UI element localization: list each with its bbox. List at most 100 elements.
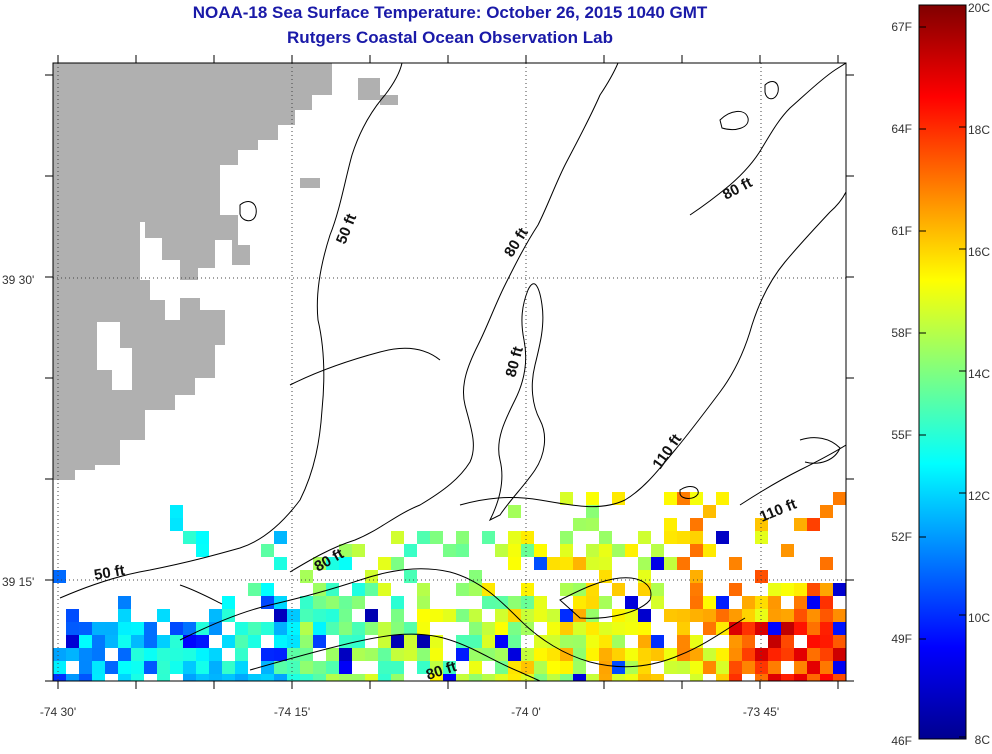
sst-pixel	[612, 635, 625, 648]
sst-pixel	[521, 609, 534, 622]
sst-pixel	[807, 661, 820, 674]
sst-pixel	[612, 648, 625, 661]
sst-pixel	[573, 674, 586, 681]
sst-pixel	[417, 609, 430, 622]
sst-pixel	[287, 635, 300, 648]
sst-pixel	[326, 596, 339, 609]
sst-pixel	[625, 661, 638, 674]
sst-pixel	[404, 648, 417, 661]
sst-pixel	[79, 661, 92, 674]
sst-pixel	[690, 674, 703, 681]
contour-110ft	[459, 191, 846, 508]
sst-pixel	[261, 661, 274, 674]
sst-pixel	[716, 492, 729, 505]
contour-south	[179, 568, 746, 668]
sst-pixel	[820, 596, 833, 609]
sst-pixel	[521, 622, 534, 635]
sst-pixel	[183, 635, 196, 648]
sst-pixel	[300, 570, 313, 583]
sst-pixel	[339, 609, 352, 622]
sst-pixel	[742, 648, 755, 661]
sst-pixel	[417, 622, 430, 635]
sst-pixel	[833, 622, 846, 635]
sst-pixel	[521, 544, 534, 557]
sst-pixel	[560, 583, 573, 596]
sst-pixel	[443, 661, 456, 674]
sst-pixel	[131, 622, 144, 635]
sst-pixel	[807, 635, 820, 648]
sst-pixel	[560, 674, 573, 681]
sst-pixel	[287, 609, 300, 622]
sst-pixel	[690, 596, 703, 609]
sst-pixel	[417, 596, 430, 609]
sst-pixel	[625, 674, 638, 681]
sst-pixel	[235, 622, 248, 635]
sst-pixel	[508, 648, 521, 661]
sst-pixel	[651, 583, 664, 596]
sst-pixel	[729, 583, 742, 596]
sst-pixel	[781, 583, 794, 596]
sst-pixel	[261, 596, 274, 609]
sst-pixel	[118, 674, 131, 681]
sst-pixel	[417, 648, 430, 661]
contour-80ft-west	[289, 63, 619, 573]
sst-pixel	[352, 674, 365, 681]
sst-pixel	[495, 661, 508, 674]
sst-pixel	[768, 622, 781, 635]
sst-pixel	[469, 570, 482, 583]
colorbar-f-label: 52F	[891, 530, 912, 544]
sst-pixel	[703, 609, 716, 622]
sst-pixel	[729, 609, 742, 622]
sst-pixel	[287, 622, 300, 635]
sst-pixel	[352, 648, 365, 661]
sst-pixel	[274, 635, 287, 648]
x-tick-label: -73 45'	[743, 705, 779, 719]
colorbar-c-label: 8C	[975, 733, 991, 747]
sst-pixel	[612, 583, 625, 596]
sst-pixel	[690, 648, 703, 661]
sst-pixel	[287, 674, 300, 681]
sst-pixel	[573, 622, 586, 635]
sst-pixel	[352, 583, 365, 596]
sst-pixel	[521, 648, 534, 661]
sst-pixel	[560, 609, 573, 622]
sst-pixel	[300, 622, 313, 635]
sst-pixel	[313, 674, 326, 681]
sst-pixel	[482, 635, 495, 648]
sst-pixel	[261, 674, 274, 681]
sst-pixel	[417, 635, 430, 648]
sst-pixel	[716, 674, 729, 681]
sst-pixel	[209, 674, 222, 681]
map-title: NOAA-18 Sea Surface Temperature: October…	[192, 3, 708, 22]
contour-south2	[249, 633, 541, 681]
sst-pixel	[521, 531, 534, 544]
sst-pixel	[794, 596, 807, 609]
sst-pixel	[300, 635, 313, 648]
sst-pixel	[183, 531, 196, 544]
land-inlet	[97, 322, 132, 390]
sst-pixel	[534, 557, 547, 570]
sst-pixel	[729, 635, 742, 648]
sst-pixel	[560, 661, 573, 674]
sst-pixel	[430, 661, 443, 674]
sst-pixel	[365, 622, 378, 635]
sst-pixel	[547, 648, 560, 661]
sst-pixel	[690, 635, 703, 648]
sst-pixel	[703, 661, 716, 674]
sst-pixel	[599, 661, 612, 674]
sst-pixel	[833, 492, 846, 505]
sst-pixel	[456, 674, 469, 681]
sst-pixel	[781, 648, 794, 661]
sst-pixel	[677, 622, 690, 635]
sst-pixel	[326, 661, 339, 674]
sst-pixel	[781, 544, 794, 557]
y-tick-label: 39 15'	[2, 575, 34, 589]
sst-pixel	[586, 518, 599, 531]
sst-pixel	[560, 531, 573, 544]
sst-pixel	[456, 544, 469, 557]
graticule	[53, 63, 846, 681]
sst-pixel	[248, 635, 261, 648]
sst-pixel	[508, 596, 521, 609]
sst-pixel	[534, 596, 547, 609]
sst-pixel	[274, 674, 287, 681]
